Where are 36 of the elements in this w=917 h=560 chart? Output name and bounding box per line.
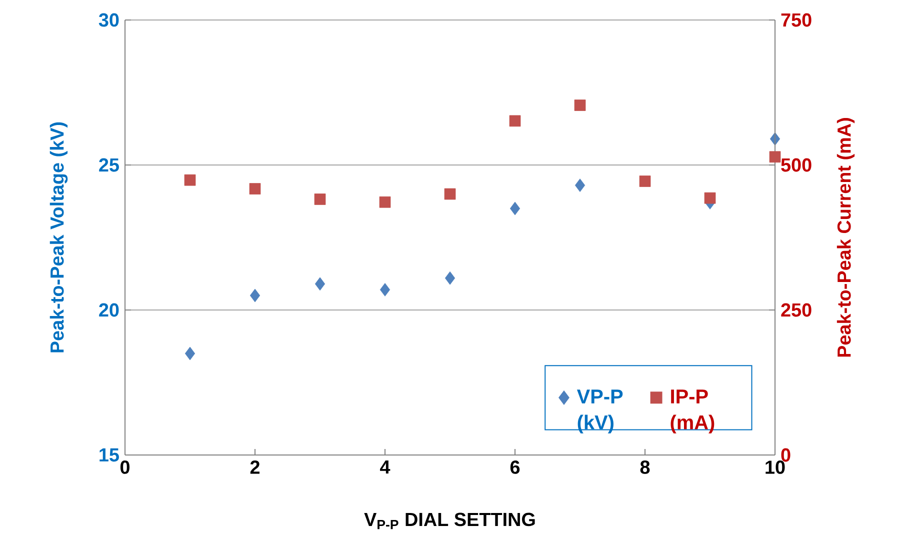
- x-tick-label: 8: [640, 460, 650, 474]
- point: [574, 178, 586, 192]
- point: [184, 174, 196, 186]
- point: [510, 202, 520, 216]
- point: [379, 196, 391, 208]
- legend-label: VP-P (kV): [576, 390, 623, 434]
- x-axis-title: V$_{P-P}$ DIAL SETTING: [364, 512, 535, 530]
- x-tick-label: 10: [766, 460, 785, 474]
- y2-tick-label: 250: [781, 303, 812, 317]
- point: [444, 271, 456, 285]
- y2-axis-title: Peak-to-Peak Current (mA): [836, 118, 855, 357]
- y-tick-label: 30: [98, 13, 119, 27]
- y-tick-label: 20: [99, 303, 119, 317]
- point: [509, 115, 521, 127]
- point: [769, 151, 781, 163]
- point: [444, 188, 456, 200]
- point: [380, 283, 390, 296]
- point: [314, 277, 326, 291]
- point: [704, 192, 716, 204]
- point: [249, 183, 261, 194]
- legend-label: IP-P (mA): [670, 390, 714, 434]
- x-tick-label: 4: [380, 460, 390, 474]
- point: [314, 194, 326, 205]
- y2-tick-label: 0: [781, 448, 790, 462]
- y-tick-label: 25: [99, 158, 119, 172]
- x-tick-label: 0: [120, 460, 130, 474]
- y2-tick-label: 750: [781, 13, 812, 27]
- point: [250, 288, 260, 302]
- x-tick-label: 6: [510, 460, 520, 474]
- y-tick-label: 15: [100, 448, 119, 462]
- point: [574, 100, 586, 111]
- y2-tick-label: 500: [781, 158, 812, 172]
- point: [639, 176, 651, 187]
- y-axis-title: Peak-to-Peak Voltage (kV): [50, 122, 68, 352]
- point: [184, 346, 196, 360]
- x-tick-label: 2: [250, 460, 260, 474]
